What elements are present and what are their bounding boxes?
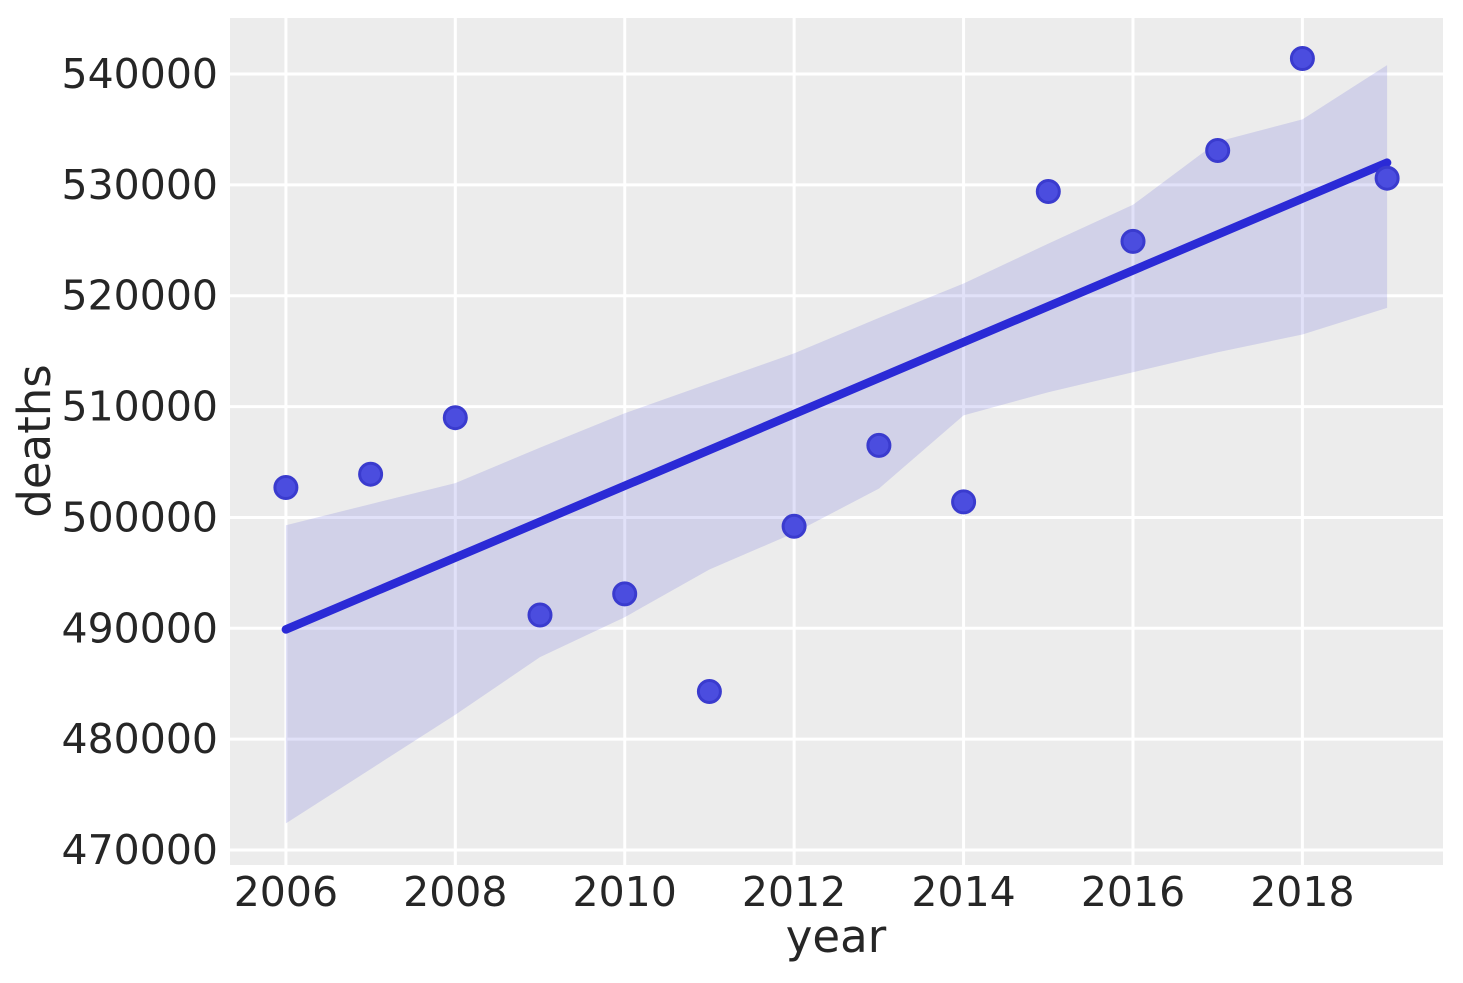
x-tick-label: 2018 bbox=[1250, 868, 1354, 916]
y-tick-label: 540000 bbox=[61, 50, 218, 98]
y-tick-label: 520000 bbox=[61, 272, 218, 320]
x-tick-label: 2006 bbox=[234, 868, 338, 916]
y-tick-label: 530000 bbox=[61, 161, 218, 209]
data-point bbox=[612, 581, 638, 607]
y-tick-label: 500000 bbox=[61, 493, 218, 541]
x-tick-label: 2008 bbox=[403, 868, 507, 916]
y-tick-label: 510000 bbox=[61, 383, 218, 431]
x-tick-label: 2010 bbox=[573, 868, 677, 916]
data-point bbox=[358, 461, 384, 487]
x-axis-label: year bbox=[786, 910, 887, 963]
data-point bbox=[1289, 46, 1315, 71]
data-point bbox=[1205, 138, 1231, 163]
data-point bbox=[1035, 179, 1061, 204]
data-point bbox=[1120, 228, 1146, 254]
data-point bbox=[442, 405, 468, 431]
data-point bbox=[273, 475, 299, 500]
data-point bbox=[1374, 165, 1400, 191]
data-point bbox=[781, 513, 807, 539]
regression-line bbox=[281, 158, 1392, 634]
confidence-band bbox=[285, 65, 1388, 824]
y-tick-label: 490000 bbox=[61, 604, 218, 652]
data-point bbox=[951, 489, 977, 515]
data-point bbox=[696, 679, 722, 704]
x-tick-label: 2014 bbox=[911, 868, 1015, 916]
x-tick-label: 2012 bbox=[742, 868, 846, 916]
y-tick-label: 470000 bbox=[61, 826, 218, 874]
data-point bbox=[527, 602, 553, 628]
y-axis-label: deaths bbox=[8, 364, 61, 517]
plot-background bbox=[230, 18, 1443, 865]
data-point bbox=[866, 432, 892, 458]
x-tick-label: 2016 bbox=[1081, 868, 1185, 916]
y-tick-label: 480000 bbox=[61, 715, 218, 763]
